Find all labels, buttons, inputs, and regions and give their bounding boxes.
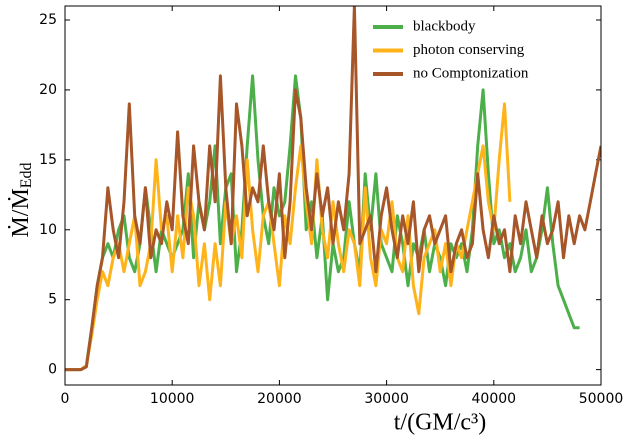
- x-tick-label: 50000: [579, 391, 624, 407]
- legend-label: no Comptonization: [413, 65, 529, 81]
- x-axis-label: t/(GM/c³): [394, 410, 487, 436]
- y-axis-label: Ṁ/ṀEdd: [8, 162, 35, 237]
- y-tick-label: 0: [48, 362, 57, 378]
- x-tick-label: 20000: [257, 391, 302, 407]
- x-tick-label: 10000: [150, 391, 195, 407]
- y-tick-label: 5: [48, 292, 57, 308]
- plot-frame: [64, 5, 602, 386]
- y-tick-label: 25: [39, 12, 57, 28]
- y-tick-label: 10: [39, 222, 57, 238]
- x-tick-label: 40000: [472, 391, 517, 407]
- legend-label: blackbody: [413, 18, 476, 34]
- y-tick-label: 15: [39, 152, 57, 168]
- y-tick-label: 20: [39, 82, 57, 98]
- x-tick-label: 30000: [364, 391, 409, 407]
- y-axis-label-sub: Edd: [18, 162, 35, 188]
- legend-label: photon conserving: [413, 42, 525, 58]
- series-line: [65, 6, 601, 372]
- x-tick-label: 0: [61, 391, 70, 407]
- plot-area: [65, 6, 601, 372]
- y-axis-label-main: Ṁ/Ṁ: [8, 188, 34, 237]
